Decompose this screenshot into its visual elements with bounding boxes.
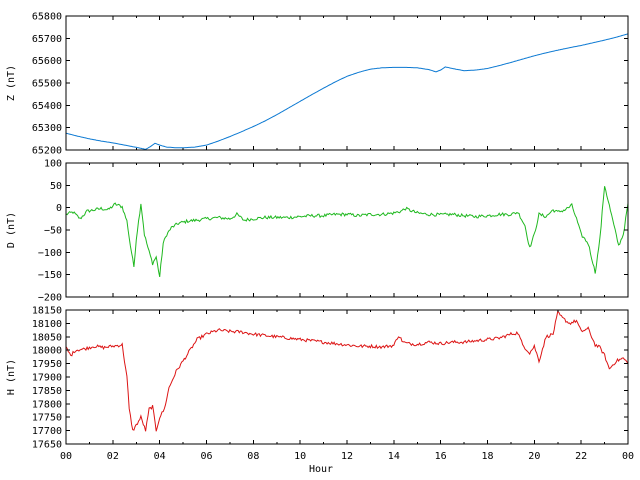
y-tick-label: 65400 [32, 101, 62, 112]
x-tick-label: 22 [575, 451, 587, 462]
series-line [65, 310, 629, 432]
x-tick-label: 12 [341, 451, 353, 462]
x-axis-label: Hour [309, 464, 333, 475]
plot-frame [65, 309, 629, 445]
plot-frame [65, 162, 629, 298]
y-tick-label: 65700 [32, 34, 62, 45]
x-tick-label: 00 [60, 451, 72, 462]
y-tick-label: 65300 [32, 123, 62, 134]
y-axis-label: H (nT) [6, 359, 17, 395]
y-tick-label: 17750 [32, 413, 62, 424]
x-tick-label: 10 [294, 451, 306, 462]
x-tick-label: 18 [481, 451, 493, 462]
y-tick-label: 18100 [32, 319, 62, 330]
y-tick-label: 0 [56, 203, 62, 214]
y-tick-label: 100 [44, 159, 62, 170]
y-tick-label: 17800 [32, 399, 62, 410]
y-tick-label: −200 [38, 293, 62, 304]
x-tick-label: 08 [247, 451, 259, 462]
plot-frame [65, 15, 629, 151]
y-tick-label: 65200 [32, 146, 62, 157]
series-line [65, 33, 629, 150]
y-tick-label: 18050 [32, 332, 62, 343]
series-line [65, 186, 629, 277]
y-tick-label: 18000 [32, 346, 62, 357]
x-tick-label: 16 [435, 451, 447, 462]
panel-d: −200 −150 −100 −50 0 50 100 D (nT) [6, 159, 629, 304]
x-tick-label: 20 [528, 451, 540, 462]
y-tick-label: −150 [38, 270, 62, 281]
x-tick-label: 06 [200, 451, 212, 462]
y-tick-label: −100 [38, 248, 62, 259]
panel-z: 65200 65300 65400 65500 65600 65700 65800 Z (nT… [6, 12, 629, 157]
panel-h: 1765017700177501780017850179001795018000… [6, 306, 634, 476]
x-tick-label: 14 [388, 451, 400, 462]
y-tick-label: 65800 [32, 12, 62, 23]
y-tick-label: −50 [44, 226, 62, 237]
y-axis-label: D (nT) [6, 212, 17, 248]
y-tick-label: 65600 [32, 56, 62, 67]
y-tick-label: 17950 [32, 359, 62, 370]
y-tick-label: 17650 [32, 440, 62, 451]
y-tick-label: 18150 [32, 306, 62, 317]
y-tick-label: 17900 [32, 373, 62, 384]
x-tick-label: 02 [107, 451, 119, 462]
y-tick-label: 17850 [32, 386, 62, 397]
y-tick-label: 65500 [32, 79, 62, 90]
y-axis-label: Z (nT) [6, 65, 17, 101]
x-tick-label: 04 [154, 451, 166, 462]
x-tick-label: 00 [622, 451, 634, 462]
y-tick-label: 17700 [32, 426, 62, 437]
y-tick-label: 50 [50, 181, 62, 192]
